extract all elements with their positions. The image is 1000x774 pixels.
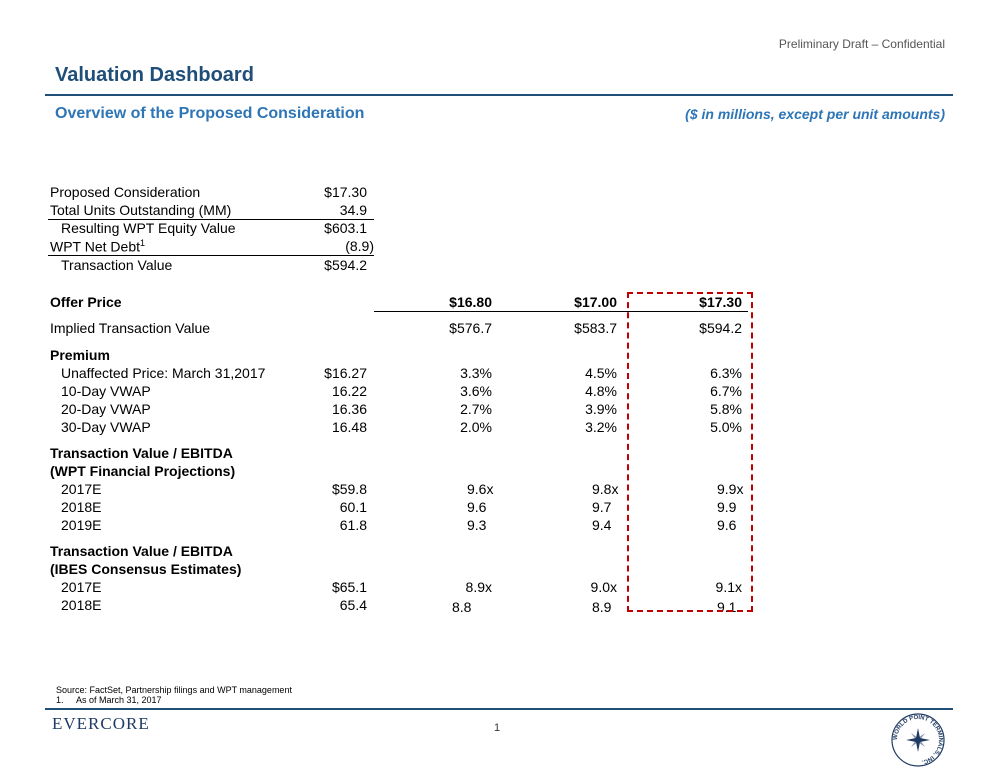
- summary-label: Transaction Value: [61, 257, 173, 273]
- premium-row-value: 4.5%: [585, 365, 617, 381]
- premium-row-value: 6.7%: [710, 383, 742, 399]
- wpt-row-value: 9.6: [717, 517, 737, 533]
- wpt-row-value: 9.8x: [592, 481, 619, 497]
- premium-row-value: 2.7%: [460, 401, 492, 417]
- ibes-ebitda-header: Transaction Value / EBITDA: [50, 543, 233, 559]
- summary-value: 34.9: [339, 202, 367, 218]
- premium-header: Premium: [50, 347, 110, 363]
- premium-row-label: 10-Day VWAP: [61, 383, 151, 399]
- wpt-row-base: 60.1: [339, 499, 367, 515]
- wpt-row-label: 2018E: [61, 499, 102, 515]
- wpt-ebitda-header: Transaction Value / EBITDA: [50, 445, 233, 461]
- premium-row-value: 3.9%: [585, 401, 617, 417]
- premium-row-value: 2.0%: [460, 419, 492, 435]
- summary-value: (8.9): [345, 238, 374, 254]
- summary-label: Resulting WPT Equity Value: [61, 220, 236, 236]
- wpt-ebitda-subheader: (WPT Financial Projections): [50, 463, 236, 479]
- summary-divider: [48, 219, 374, 220]
- summary-label: Proposed Consideration: [50, 184, 201, 200]
- premium-row-label: 20-Day VWAP: [61, 401, 151, 417]
- page-number: 1: [494, 722, 501, 734]
- ibes-row-base: $65.1: [331, 579, 367, 595]
- wpt-row-value: 9.4: [592, 517, 612, 533]
- highlight-box: [627, 292, 753, 612]
- header-divider: [45, 94, 953, 96]
- ibes-row-value: 8.9x: [465, 579, 492, 595]
- offer-price-label: Offer Price: [50, 294, 122, 310]
- premium-row-value: 5.8%: [710, 401, 742, 417]
- footer-divider: [45, 708, 953, 710]
- seal-outer-ring: [891, 713, 945, 767]
- summary-divider: [48, 255, 374, 256]
- ibes-row-value: 8.8: [452, 599, 472, 615]
- premium-row-value: 6.3%: [710, 365, 742, 381]
- premium-row-base: 16.36: [331, 401, 367, 417]
- footnote-marker: 1: [140, 238, 146, 248]
- premium-row-value: 3.2%: [585, 419, 617, 435]
- compass-star-icon: [906, 728, 930, 752]
- footnote-number: 1.: [56, 695, 64, 705]
- premium-row-label: Unaffected Price: March 31,2017: [61, 365, 266, 381]
- wpt-row-value: 9.6x: [467, 481, 494, 497]
- offer-price-value: $16.80: [449, 294, 492, 310]
- ibes-row-value: 8.9: [592, 599, 612, 615]
- summary-label: Total Units Outstanding (MM): [50, 202, 232, 218]
- offer-price-value: $17.30: [699, 294, 742, 310]
- ibes-row-label: 2018E: [61, 597, 102, 613]
- implied-tv-value: $594.2: [699, 320, 742, 336]
- source-note: Source: FactSet, Partnership filings and…: [56, 685, 292, 695]
- wpt-row-label: 2019E: [61, 517, 102, 533]
- section-subtitle: Overview of the Proposed Consideration: [55, 105, 365, 122]
- wpt-row-label: 2017E: [61, 481, 102, 497]
- wpt-row-value: 9.6: [467, 499, 487, 515]
- wpt-row-base: 61.8: [339, 517, 367, 533]
- wpt-row-value: 9.9: [717, 499, 737, 515]
- premium-row-value: 3.3%: [460, 365, 492, 381]
- implied-tv-label: Implied Transaction Value: [50, 320, 211, 336]
- world-point-terminals-seal: WORLD POINT TERMINALS, INC.: [891, 713, 945, 767]
- premium-row-base: 16.22: [331, 383, 367, 399]
- summary-value: $603.1: [324, 220, 367, 236]
- draft-label: Preliminary Draft – Confidential: [778, 37, 945, 51]
- wpt-row-value: 9.7: [592, 499, 612, 515]
- wpt-row-value: 9.9x: [717, 481, 744, 497]
- summary-label-net-debt: WPT Net Debt1: [50, 238, 146, 255]
- wpt-row-base: $59.8: [331, 481, 367, 497]
- premium-row-label: 30-Day VWAP: [61, 419, 151, 435]
- premium-row-value: 3.6%: [460, 383, 492, 399]
- ibes-row-label: 2017E: [61, 579, 102, 595]
- page-title: Valuation Dashboard: [55, 64, 254, 86]
- premium-row-base: 16.48: [331, 419, 367, 435]
- summary-value: $594.2: [324, 257, 367, 273]
- wpt-row-value: 9.3: [467, 517, 487, 533]
- evercore-logo: EVERCORE: [52, 714, 150, 733]
- implied-tv-value: $576.7: [449, 320, 492, 336]
- ibes-ebitda-subheader: (IBES Consensus Estimates): [50, 561, 242, 577]
- summary-value: $17.30: [324, 184, 367, 200]
- ibes-row-value: 9.0x: [590, 579, 617, 595]
- premium-row-value: 4.8%: [585, 383, 617, 399]
- offer-price-value: $17.00: [574, 294, 617, 310]
- footnote-text: As of March 31, 2017: [76, 695, 162, 705]
- units-note: ($ in millions, except per unit amounts): [685, 106, 945, 122]
- premium-row-base: $16.27: [324, 365, 367, 381]
- offer-price-divider: [374, 311, 748, 312]
- implied-tv-value: $583.7: [574, 320, 617, 336]
- ibes-row-value: 9.1x: [715, 579, 742, 595]
- premium-row-value: 5.0%: [710, 419, 742, 435]
- ibes-row-base: 65.4: [339, 597, 367, 613]
